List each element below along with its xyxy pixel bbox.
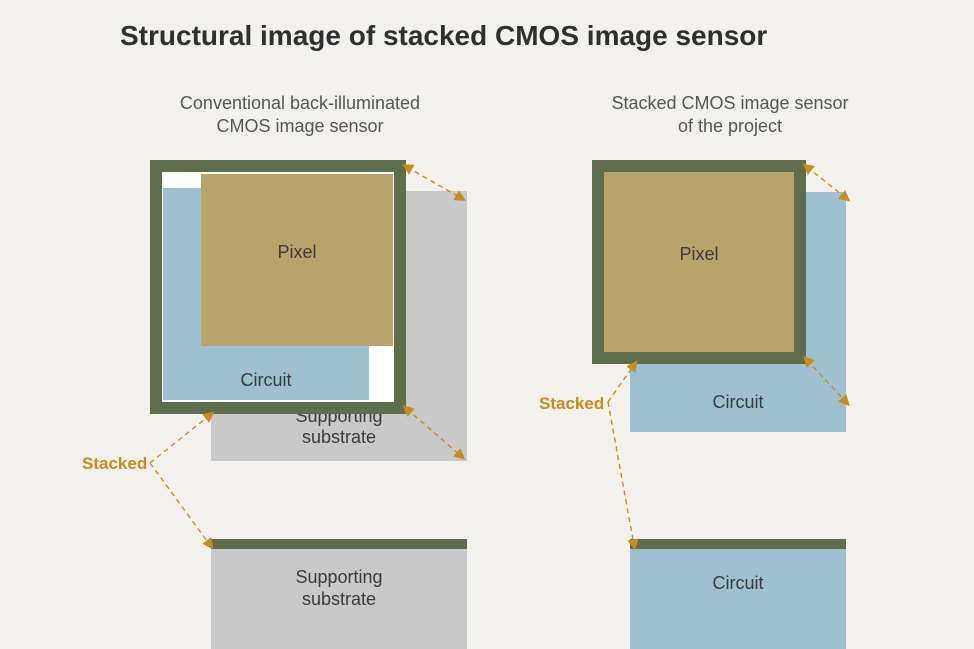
right-olive-strip <box>630 539 846 549</box>
left-subtitle: Conventional back-illuminated CMOS image… <box>150 92 450 139</box>
right-stacked-label: Stacked <box>539 394 604 414</box>
right-circuit-top-label: Circuit <box>630 392 846 414</box>
text: substrate <box>302 589 376 609</box>
right-subtitle-line2: of the project <box>678 116 782 136</box>
left-substrate-bottom-label: Supporting substrate <box>211 567 467 610</box>
right-subtitle: Stacked CMOS image sensor of the project <box>580 92 880 139</box>
left-subtitle-line1: Conventional back-illuminated <box>180 93 420 113</box>
text: substrate <box>302 427 376 447</box>
right-subtitle-line1: Stacked CMOS image sensor <box>611 93 848 113</box>
left-subtitle-line2: CMOS image sensor <box>216 116 383 136</box>
main-title: Structural image of stacked CMOS image s… <box>120 20 767 52</box>
right-pixel-layer: Pixel <box>604 172 794 352</box>
right-circuit-bottom-label: Circuit <box>630 573 846 595</box>
left-pixel-layer: Pixel <box>201 174 393 346</box>
left-pixel-label: Pixel <box>201 242 393 264</box>
left-supporting-substrate-bottom: Supporting substrate <box>211 549 467 649</box>
left-stacked-label: Stacked <box>82 454 147 474</box>
right-pixel-label: Pixel <box>604 244 794 266</box>
left-olive-strip <box>211 539 467 549</box>
right-circuit-bottom: Circuit <box>630 549 846 649</box>
text: Supporting <box>295 567 382 587</box>
left-circuit-label: Circuit <box>163 370 369 392</box>
